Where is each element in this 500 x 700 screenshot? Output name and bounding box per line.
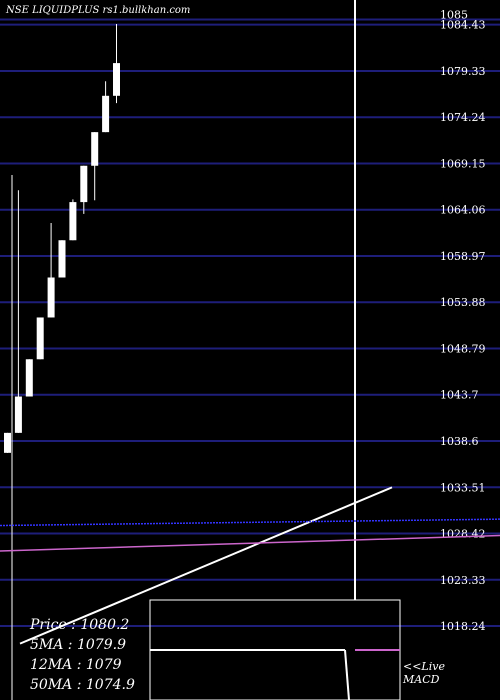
candle-body bbox=[91, 132, 99, 166]
ma50-value: 1074.9 bbox=[85, 677, 135, 693]
y-tick-label: 1048.79 bbox=[440, 342, 486, 355]
y-tick-label: 1043.7 bbox=[440, 389, 479, 402]
y-tick-label: 1085 bbox=[440, 8, 468, 21]
gridlines bbox=[0, 18, 500, 627]
y-tick-label: 1074.24 bbox=[440, 111, 486, 124]
ma50-label: 50MA bbox=[30, 677, 73, 693]
candle-body bbox=[4, 432, 11, 453]
macd-live-label: <<Live bbox=[403, 660, 445, 673]
candle-body bbox=[47, 277, 55, 318]
y-tick-label: 1053.88 bbox=[440, 296, 486, 309]
candlesticks bbox=[4, 24, 120, 453]
macd-label: MACD bbox=[403, 673, 440, 686]
price-value: 1080.2 bbox=[80, 617, 130, 633]
ma50-readout: 50MA : 1074.9 bbox=[30, 677, 135, 693]
ma12-label: 12MA bbox=[30, 657, 73, 673]
ma-line-5ma bbox=[19, 486, 393, 645]
y-tick-label: 1069.15 bbox=[440, 157, 486, 170]
y-tick-label: 1023.33 bbox=[440, 574, 486, 587]
ma-line-50ma bbox=[0, 534, 500, 552]
ma12-readout: 12MA : 1079 bbox=[30, 657, 122, 673]
candle-body bbox=[14, 396, 22, 433]
y-tick-label: 1018.24 bbox=[440, 620, 486, 633]
chart-title: NSE LIQUIDPLUS rs1.bullkhan.com bbox=[5, 5, 190, 16]
candle-body bbox=[69, 202, 77, 241]
y-tick-label: 1079.33 bbox=[440, 65, 486, 78]
y-tick-label: 1064.06 bbox=[440, 204, 486, 217]
candle-body bbox=[58, 240, 66, 278]
candle-body bbox=[80, 165, 88, 203]
macd-panel bbox=[149, 599, 401, 700]
y-tick-label: 1084.43 bbox=[440, 19, 486, 32]
candle-body bbox=[36, 317, 44, 360]
y-tick-label: 1033.51 bbox=[440, 481, 486, 494]
candle-body bbox=[102, 95, 110, 133]
macd-line bbox=[344, 649, 350, 700]
y-tick-label: 1038.6 bbox=[440, 435, 479, 448]
ma5-value: 1079.9 bbox=[76, 637, 126, 653]
candle-body bbox=[25, 359, 33, 397]
ma5-label: 5MA bbox=[30, 637, 64, 653]
ma12-value: 1079 bbox=[85, 657, 122, 673]
ma5-readout: 5MA : 1079.9 bbox=[30, 637, 126, 653]
price-label: Price bbox=[30, 617, 67, 633]
vertical-markers bbox=[11, 0, 356, 700]
price-readout: Price : 1080.2 bbox=[30, 617, 130, 633]
y-tick-label: 1028.42 bbox=[440, 528, 486, 541]
y-tick-label: 1058.97 bbox=[440, 250, 486, 263]
moving-average-lines bbox=[0, 486, 500, 645]
ma-line-20ma bbox=[0, 518, 500, 527]
candle-body bbox=[113, 63, 120, 96]
